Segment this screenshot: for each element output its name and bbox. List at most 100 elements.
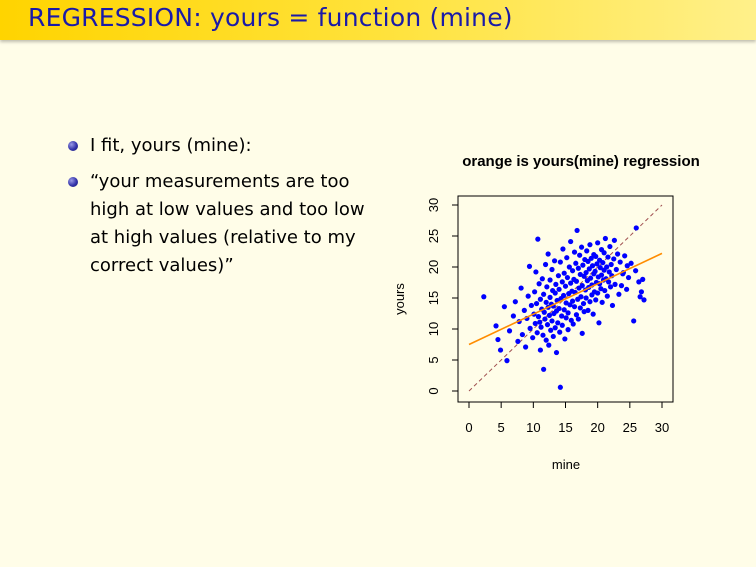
data-point	[580, 300, 587, 307]
x-tick-label: 5	[498, 420, 505, 435]
data-point	[555, 320, 561, 326]
data-point	[578, 244, 585, 250]
scatter-chart-svg: orange is yours(mine) regression 0 5 10 15 2…	[392, 153, 700, 472]
data-point	[563, 315, 569, 321]
data-point	[579, 330, 585, 336]
data-point	[612, 281, 618, 287]
y-tick-label: 5	[426, 356, 441, 363]
data-point	[611, 237, 617, 243]
data-point	[559, 313, 565, 319]
x-tick-label: 20	[590, 420, 604, 435]
data-point	[609, 302, 616, 309]
data-point	[527, 325, 533, 331]
data-point	[564, 255, 570, 261]
data-point	[625, 274, 632, 281]
data-point	[583, 269, 589, 276]
data-point	[607, 284, 614, 290]
data-point	[544, 284, 550, 290]
data-point	[568, 238, 574, 245]
scatter-chart: orange is yours(mine) regression 0 5 10 15 2…	[388, 140, 728, 480]
data-point	[543, 299, 549, 305]
y-tick-label: 0	[426, 387, 441, 394]
data-point	[575, 265, 581, 271]
data-point	[575, 316, 581, 322]
data-point	[512, 299, 518, 305]
data-point	[526, 263, 533, 269]
data-point	[542, 261, 549, 268]
data-point	[598, 286, 604, 292]
x-tick-label: 15	[558, 420, 572, 435]
data-point	[589, 263, 596, 269]
data-point	[535, 236, 541, 242]
data-point	[560, 246, 566, 252]
data-point	[553, 281, 559, 287]
data-point	[607, 243, 613, 250]
data-point	[569, 298, 576, 304]
data-point	[533, 269, 539, 275]
data-point	[577, 252, 583, 258]
data-point	[549, 318, 555, 324]
data-point	[611, 256, 617, 262]
data-point	[577, 305, 583, 311]
data-point	[552, 290, 558, 296]
data-point	[617, 259, 623, 265]
data-point	[557, 384, 563, 390]
data-point	[546, 342, 552, 348]
data-point	[592, 268, 598, 274]
x-tick-label: 30	[655, 420, 669, 435]
y-tick-label: 20	[426, 260, 441, 274]
data-point	[594, 261, 600, 267]
data-point	[556, 305, 562, 312]
data-point	[559, 322, 565, 328]
data-point	[518, 285, 524, 291]
data-point	[560, 292, 567, 299]
data-point	[583, 295, 589, 301]
data-point	[497, 347, 504, 353]
data-point	[622, 253, 628, 259]
data-point	[638, 289, 645, 295]
data-point	[555, 273, 562, 279]
data-point	[585, 258, 591, 265]
data-point	[557, 259, 563, 265]
data-point	[587, 299, 593, 305]
bullet-item: I fit, yours (mine):	[68, 132, 368, 160]
data-point	[596, 320, 602, 326]
y-tick-label: 15	[426, 291, 441, 305]
data-point	[604, 293, 610, 299]
data-point	[608, 261, 614, 268]
data-point	[536, 281, 542, 287]
slide-title: REGRESSION: yours = function (mine)	[28, 3, 513, 32]
data-point	[535, 314, 542, 320]
data-point	[534, 330, 540, 336]
data-point	[562, 283, 569, 289]
data-point	[552, 325, 558, 331]
data-point	[593, 297, 599, 303]
data-point	[537, 347, 544, 353]
data-point	[506, 328, 513, 334]
data-point	[543, 337, 549, 343]
data-point	[606, 279, 612, 285]
bullet-text: “your measurements are too high at low v…	[90, 171, 365, 276]
data-point	[615, 251, 621, 257]
data-point	[548, 327, 554, 333]
data-point	[563, 300, 569, 306]
data-point	[556, 286, 562, 292]
data-point	[557, 329, 563, 335]
data-point	[636, 279, 642, 285]
data-point	[495, 336, 501, 343]
data-point	[559, 279, 565, 285]
bullet-text: I fit, yours (mine):	[90, 135, 252, 156]
data-point	[528, 302, 535, 309]
identity-line	[468, 204, 663, 392]
data-point	[590, 311, 596, 317]
chart-title: orange is yours(mine) regression	[462, 153, 700, 170]
data-point	[633, 268, 639, 274]
x-tick-label: 0	[465, 420, 472, 435]
data-point	[574, 227, 580, 234]
data-point	[562, 336, 568, 342]
data-point	[553, 349, 560, 356]
data-point	[616, 291, 622, 297]
data-point	[567, 302, 573, 308]
data-point	[586, 266, 592, 272]
data-point	[566, 264, 572, 270]
